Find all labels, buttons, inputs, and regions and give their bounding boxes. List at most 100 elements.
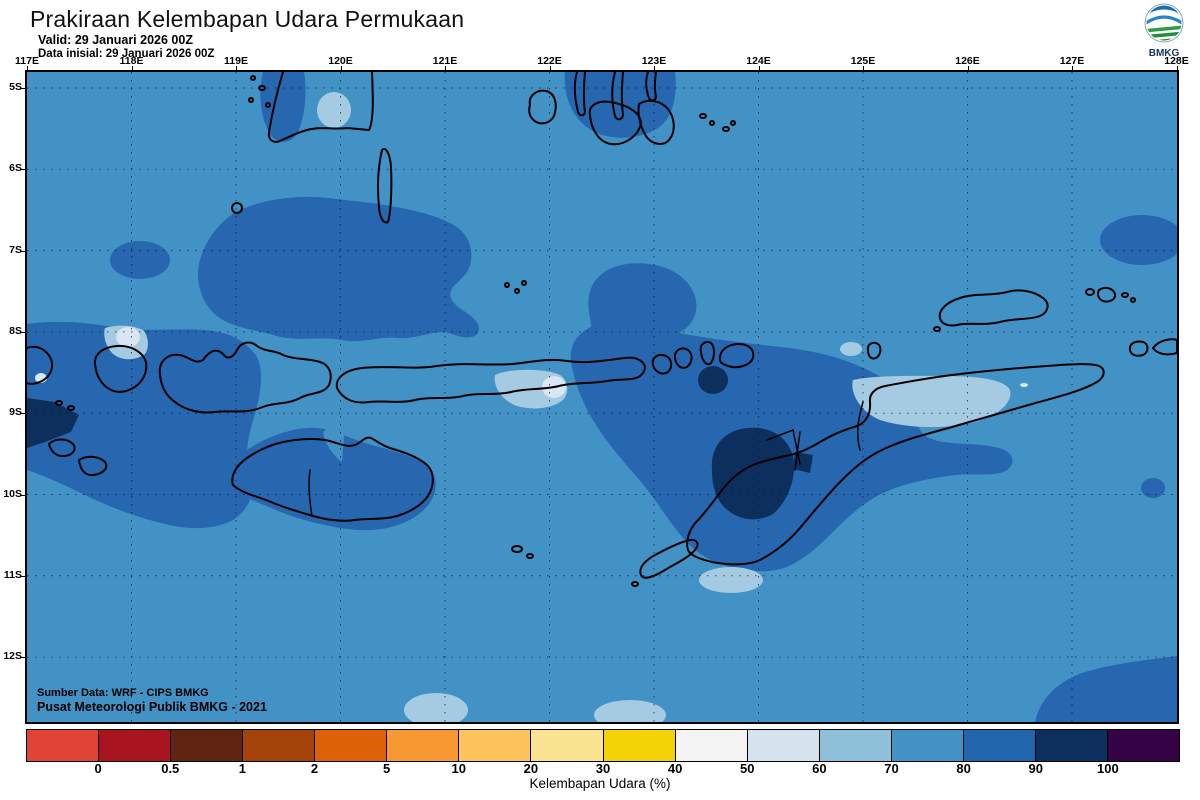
lat-label: 12S — [3, 650, 22, 663]
island — [514, 288, 520, 294]
colorbar-tick-label: 70 — [884, 761, 899, 776]
colorbar-tick-label: 80 — [956, 761, 971, 776]
humidity-blob — [1020, 383, 1028, 387]
colorbar-tick-label: 5 — [383, 761, 391, 776]
coastline-alor — [718, 343, 755, 369]
lon-label: 124E — [746, 55, 771, 67]
init-time: Data inisial: 29 Januari 2026 00Z — [38, 48, 215, 60]
colorbar-segment — [27, 730, 100, 761]
axis-tick — [445, 66, 446, 71]
humidity-blob — [27, 321, 262, 529]
axis-tick — [131, 66, 133, 71]
axis-tick — [549, 66, 551, 71]
colorbar-segment — [459, 730, 532, 761]
colorbar-segment — [1035, 730, 1108, 761]
axis-tick — [1072, 66, 1073, 71]
lat-label: 9S — [9, 406, 22, 419]
map-frame: Sumber Data: WRF - CIPS BMKG Pusat Meteo… — [25, 70, 1179, 724]
border-timor — [856, 401, 864, 451]
island — [250, 75, 256, 81]
axis-tick — [863, 66, 864, 71]
colorbar-segment — [387, 730, 460, 761]
island — [265, 102, 271, 108]
colorbar-tick-label: 2 — [310, 761, 319, 776]
island — [1130, 297, 1136, 303]
colorbar-segment — [315, 730, 388, 761]
colorbar-tick-label: 20 — [523, 761, 539, 776]
colorbar-tick-label: 1 — [238, 761, 246, 776]
island — [1085, 288, 1095, 296]
lat-label: 6S — [9, 162, 22, 175]
island — [1152, 338, 1177, 356]
source-line-2: Pusat Meteorologi Publik BMKG - 2021 — [37, 700, 267, 715]
coastline-rote — [639, 538, 699, 579]
colorbar-tick-label: 0 — [94, 761, 102, 776]
page-title: Prakiraan Kelembapan Udara Permukaan — [30, 6, 465, 32]
humidity-blob — [1100, 215, 1177, 265]
axis-tick — [27, 66, 28, 71]
island — [866, 341, 882, 360]
lon-label: 125E — [850, 55, 876, 67]
coastline-buton — [637, 99, 675, 145]
island — [248, 97, 254, 103]
lon-label: 118E — [119, 55, 144, 67]
colorbar-segment — [243, 730, 316, 761]
humidity-regions-80-90 — [27, 72, 1177, 722]
colorbar-tick-label: 0.5 — [161, 761, 180, 776]
island — [673, 347, 693, 369]
colorbar-tick-label: 30 — [595, 761, 611, 776]
source-line-1: Sumber Data: WRF - CIPS BMKG — [37, 686, 209, 699]
lat-label: 10S — [3, 487, 22, 500]
colorbar-segment — [603, 730, 676, 761]
coastline-sulawesi-arm — [611, 72, 624, 121]
bmkg-logo-text: BMKG — [1148, 48, 1180, 59]
bmkg-logo: BMKG — [1138, 2, 1190, 59]
axis-tick — [967, 66, 969, 71]
colorbar-tick-label: 90 — [1028, 761, 1043, 776]
humidity-blob — [711, 427, 795, 520]
humidity-blob — [1035, 656, 1177, 722]
axis-tick — [21, 413, 26, 415]
humidity-blob — [317, 92, 351, 128]
colorbar-segment — [171, 730, 244, 761]
map-canvas — [27, 72, 1177, 722]
island — [709, 120, 715, 126]
island — [48, 438, 76, 458]
colorbar-tick-label: 40 — [667, 761, 683, 776]
humidity-blob — [1141, 478, 1165, 498]
island — [1097, 286, 1117, 303]
colorbar-tick-label: 100 — [1097, 761, 1119, 776]
humidity-blob — [570, 321, 1013, 572]
colorbar-tick-label: 60 — [812, 761, 827, 776]
colorbar-segment — [531, 730, 604, 761]
lat-label: 11S — [3, 568, 22, 581]
coastline-muna — [588, 100, 642, 146]
colorbar-segment — [747, 730, 820, 761]
humidity-blob — [229, 427, 436, 531]
humidity-blob — [588, 263, 697, 426]
coastline-sulawesi — [267, 72, 374, 143]
island — [651, 354, 673, 375]
axis-tick — [21, 250, 26, 252]
colorbar-caption: Kelembapan Udara (%) — [529, 776, 671, 791]
humidity-blob — [404, 693, 468, 722]
island — [933, 326, 941, 332]
coastline-bali-tip — [27, 345, 54, 385]
lon-label: 121E — [432, 55, 458, 67]
coastline-timor — [686, 363, 1105, 566]
coastline-wetar — [938, 289, 1049, 327]
lat-label: 7S — [9, 243, 22, 256]
axis-tick — [654, 66, 655, 71]
island — [521, 280, 527, 286]
humidity-blob — [110, 241, 170, 279]
island — [1128, 340, 1149, 357]
lon-label: 119E — [224, 55, 248, 67]
axis-tick — [21, 494, 26, 496]
humidity-blob — [698, 366, 728, 394]
humidity-blob — [699, 567, 763, 593]
axis-tick — [21, 575, 26, 577]
coastline-lombok — [93, 344, 148, 393]
island — [1121, 292, 1129, 298]
island — [631, 581, 639, 587]
